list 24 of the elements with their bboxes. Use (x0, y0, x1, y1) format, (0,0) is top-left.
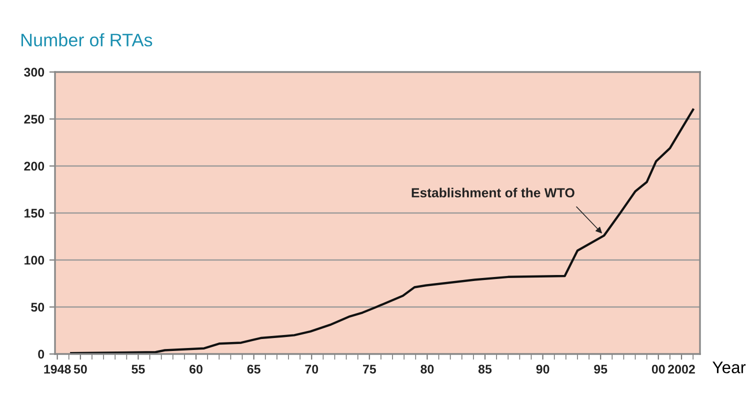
x-tick-label: 65 (247, 364, 260, 374)
y-tick-label: 50 (31, 302, 44, 312)
x-tick-label: 80 (420, 364, 434, 374)
x-tick-label: 00 (652, 364, 665, 374)
x-tick-label: 90 (536, 364, 550, 374)
x-tick-label: 1948 (44, 364, 71, 374)
x-tick-label: 70 (305, 364, 318, 374)
x-tick-label: 75 (362, 364, 376, 374)
x-tick-label: 55 (132, 364, 145, 374)
annotation: Establishment of the WTO (412, 188, 574, 198)
y-tick-label: 150 (24, 208, 44, 218)
x-axis-title: Year (712, 362, 746, 374)
x-tick-label: 85 (478, 364, 492, 374)
y-tick-label: 250 (24, 114, 44, 124)
y-tick-label: 200 (24, 162, 44, 171)
y-tick-label: 100 (24, 256, 44, 265)
chart-title: Number of RTAs (21, 33, 152, 46)
x-tick-label: 60 (190, 364, 202, 374)
y-tick-label: 300 (24, 68, 44, 77)
y-tick-label: 0 (38, 350, 44, 359)
x-tick-label: 50 (74, 364, 87, 374)
x-tick-label: 2002 (668, 364, 695, 374)
line-series (70, 108, 694, 354)
x-tick-label: 95 (594, 364, 608, 374)
